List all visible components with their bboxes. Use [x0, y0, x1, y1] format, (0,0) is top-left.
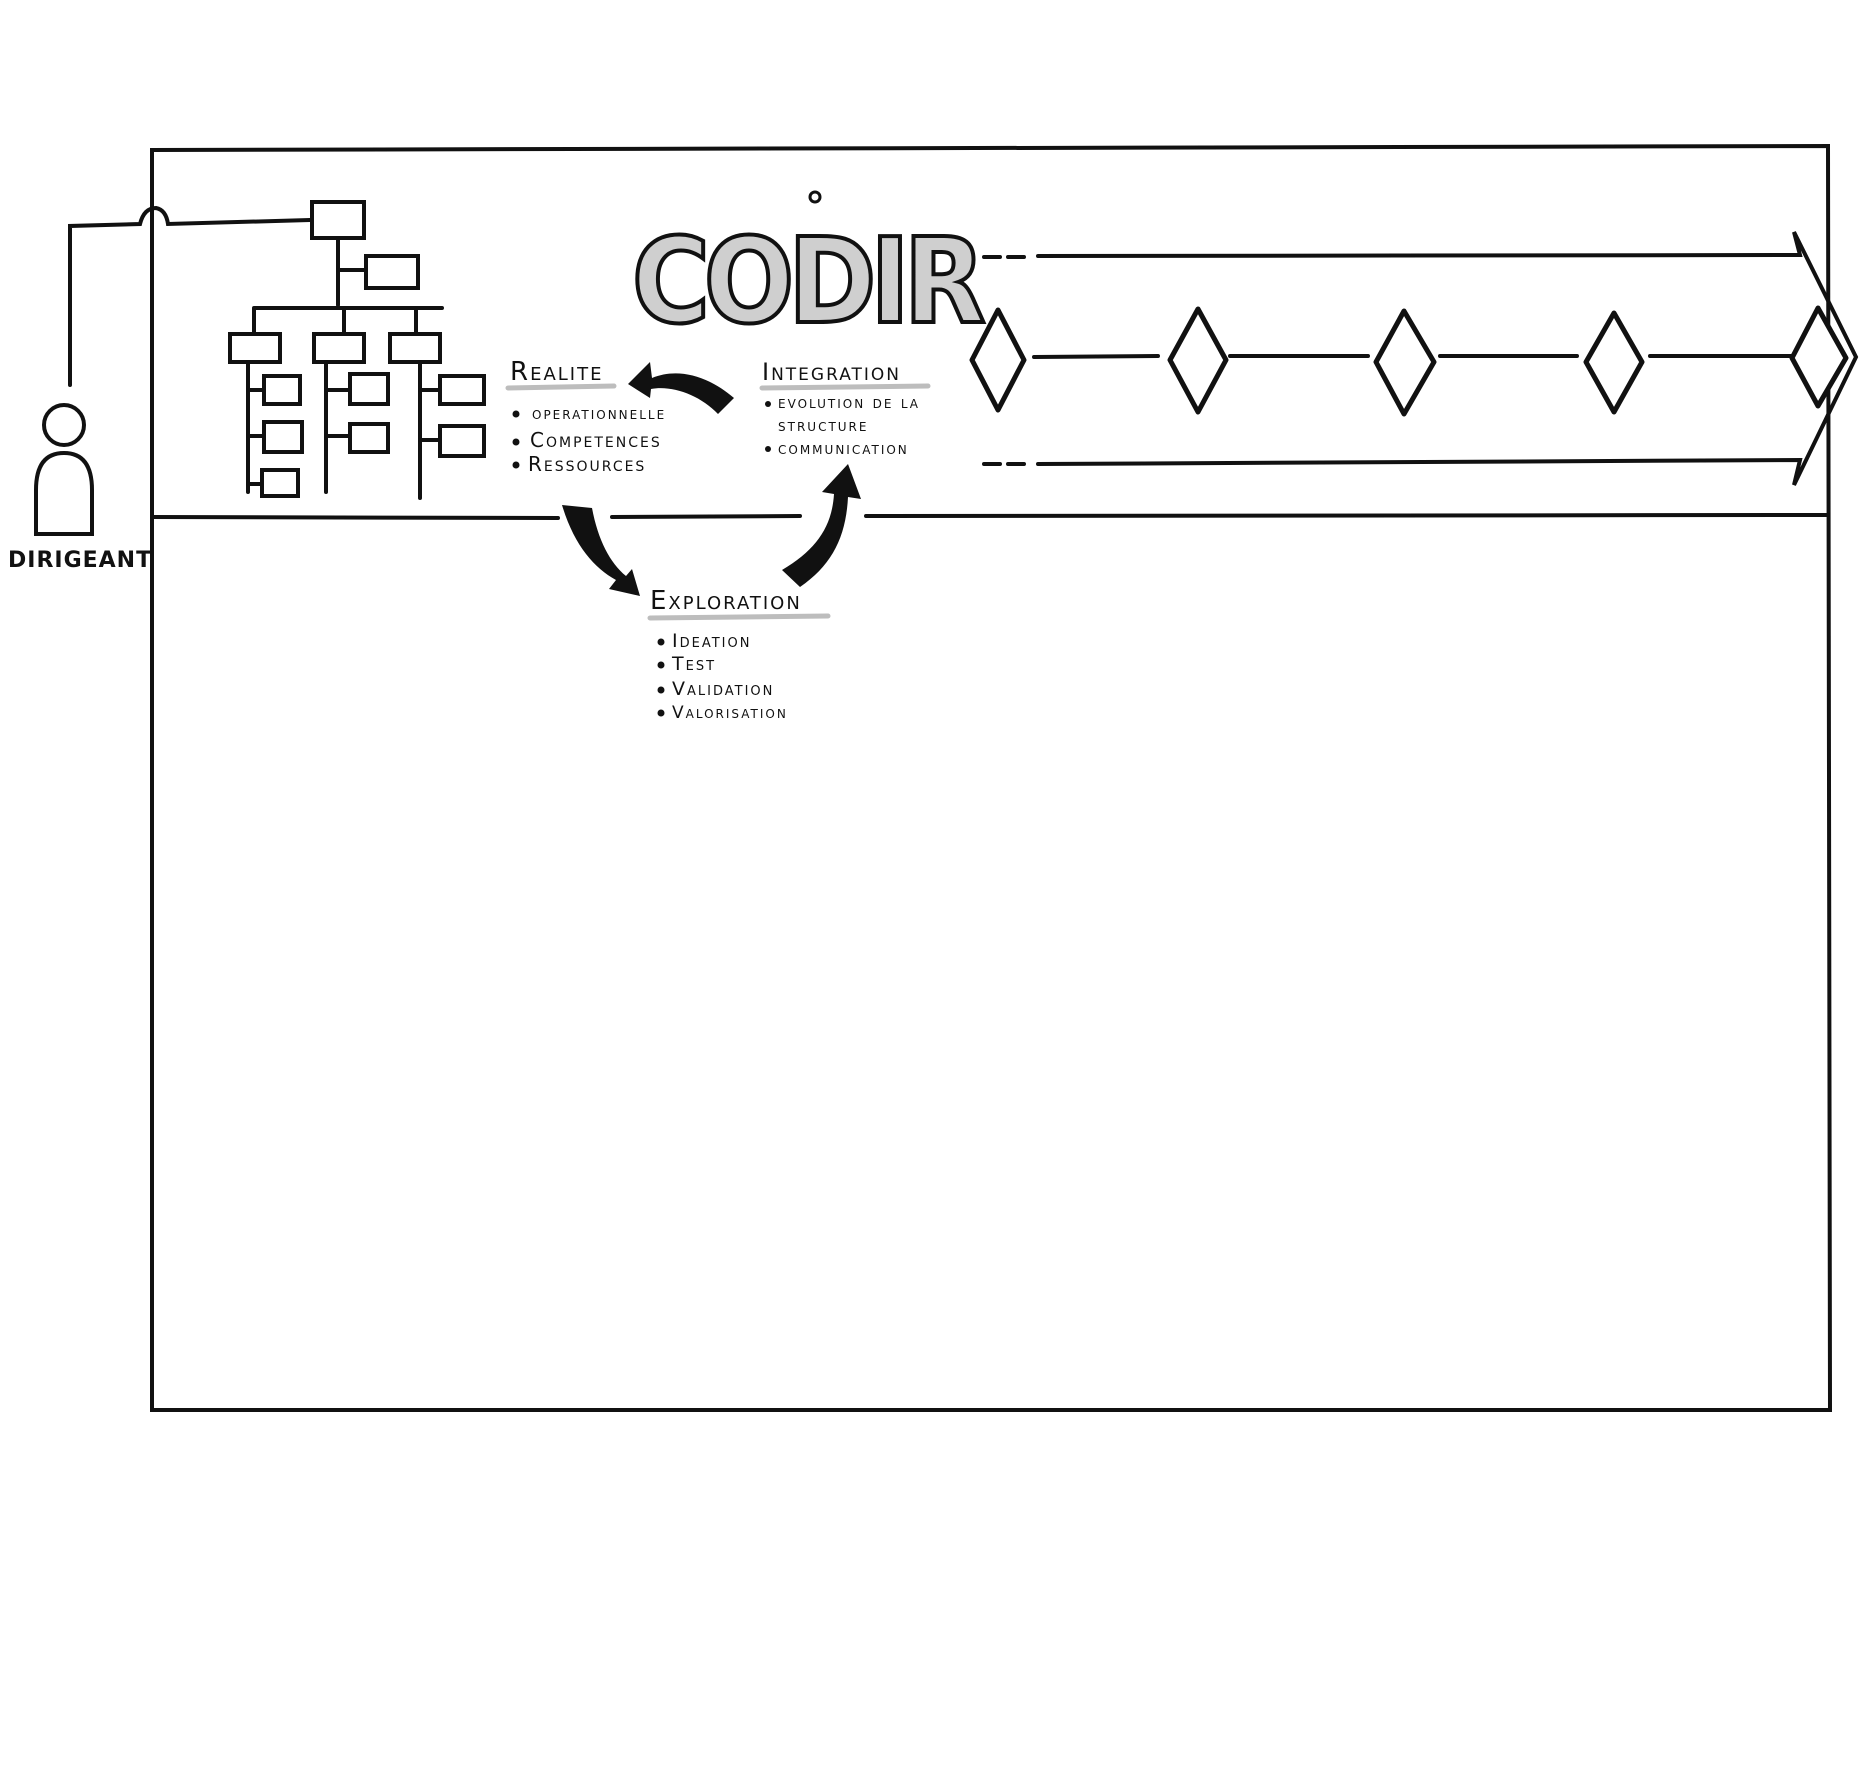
integration-heading: Integration: [762, 358, 901, 386]
arrow-exploration-to-integration: [782, 464, 861, 587]
realite-item-1: operationnelle: [532, 404, 666, 424]
milestone-diamond-4: [1583, 310, 1645, 415]
realite-block: Realite operationnelle Competences Resso…: [505, 357, 666, 476]
exploration-item-3: Validation: [672, 678, 774, 700]
cycle-arrows: [562, 362, 861, 596]
horizontal-divider: [150, 513, 1830, 520]
milestones: [969, 305, 1849, 417]
exploration-underline: [647, 613, 831, 621]
milestone-diamond-5: [1789, 305, 1849, 409]
arrow-realite-to-exploration: [562, 505, 640, 596]
realite-heading: Realite: [510, 357, 603, 387]
arrow-integration-to-realite: [628, 362, 734, 414]
integration-item-1: evolution de la structure: [778, 393, 920, 436]
title-dot: [808, 190, 822, 204]
realite-item-3: Ressources: [528, 452, 646, 476]
exploration-block: Exploration Ideation Test Validation Val…: [647, 586, 831, 723]
person-label: DIRIGEANT: [8, 548, 152, 573]
integration-block: Integration evolution de la structure com…: [759, 358, 931, 459]
integration-item-2: communication: [778, 439, 909, 459]
exploration-item-1: Ideation: [672, 630, 751, 652]
exploration-item-4: Valorisation: [672, 703, 788, 723]
codir-title: CODIR: [632, 212, 984, 350]
person-icon: [34, 205, 312, 536]
timeline-arrow: [982, 231, 1859, 486]
connector-line: [68, 205, 312, 387]
realite-underline: [505, 383, 617, 391]
milestone-diamond-1: [969, 307, 1027, 413]
realite-item-2: Competences: [530, 428, 662, 452]
exploration-item-2: Test: [671, 653, 716, 675]
main-frame: [150, 143, 1833, 1412]
exploration-heading: Exploration: [650, 586, 802, 616]
milestone-diamond-2: [1167, 306, 1229, 415]
org-chart-icon: [228, 200, 486, 500]
milestone-diamond-3: [1373, 308, 1437, 417]
integration-underline: [759, 383, 931, 391]
